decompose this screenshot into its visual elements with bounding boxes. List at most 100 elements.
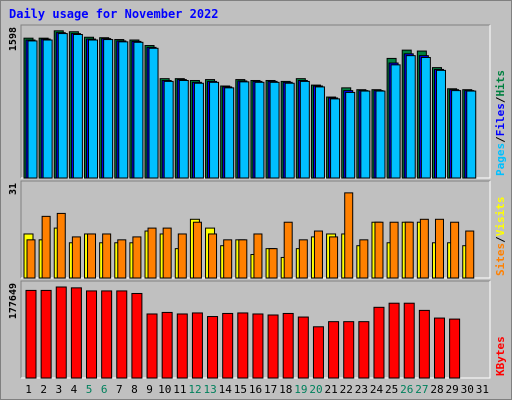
kbytes-bar	[297, 316, 309, 379]
sites-bar	[419, 218, 429, 279]
pages-bar	[405, 55, 416, 179]
pages-bar	[57, 33, 68, 179]
kbytes-bar	[176, 313, 188, 379]
legend-separator-1: /	[494, 236, 507, 243]
kbytes-bar	[373, 306, 385, 379]
x-tick-label: 27	[415, 383, 428, 396]
x-tick-label: 21	[325, 383, 338, 396]
x-tick-label: 15	[234, 383, 247, 396]
pages-bar	[375, 90, 386, 179]
pages-bar	[133, 41, 144, 179]
sites-bar	[102, 233, 112, 279]
kbytes-bar	[267, 314, 279, 379]
pages-bar	[209, 81, 220, 179]
kbytes-bar	[328, 321, 340, 379]
x-tick-label: 13	[203, 383, 216, 396]
sites-bar	[283, 221, 293, 279]
x-tick-label: 12	[188, 383, 201, 396]
pages-bar	[72, 33, 83, 179]
x-tick-label: 28	[430, 383, 443, 396]
pages-bar	[390, 64, 401, 179]
sites-bar	[147, 227, 157, 279]
panel-visitors-max-label: 31	[8, 183, 19, 195]
x-tick-label: 1	[25, 383, 32, 396]
pages-bar	[254, 81, 265, 179]
kbytes-bar	[161, 311, 173, 379]
legend-kbytes-0: KBytes	[494, 336, 507, 376]
x-tick-label: 6	[101, 383, 108, 396]
x-tick-label: 5	[86, 383, 93, 396]
x-tick-label: 9	[146, 383, 153, 396]
legend-hits-4: Hits	[494, 70, 507, 97]
panel-kbytes-legend: KBytes	[494, 336, 507, 376]
pages-bar	[118, 41, 129, 179]
kbytes-bar	[358, 321, 370, 379]
x-tick-label: 7	[116, 383, 123, 396]
panel-visitors-legend: Sites/Visits	[494, 197, 507, 277]
sites-bar	[253, 233, 263, 279]
pages-bar	[88, 39, 99, 179]
panel-requests-max-label: 1598	[8, 27, 19, 51]
sites-bar	[87, 233, 97, 279]
sites-bar	[268, 248, 278, 279]
sites-bar	[223, 239, 233, 279]
kbytes-bar	[116, 290, 128, 379]
x-tick-label: 30	[461, 383, 474, 396]
kbytes-bar	[101, 290, 113, 379]
sites-bar	[404, 221, 414, 279]
panel-kbytes-area-shadow	[20, 280, 490, 378]
x-tick-label: 11	[173, 383, 186, 396]
pages-bar	[314, 86, 325, 179]
pages-bar	[178, 79, 189, 179]
pages-bar	[466, 90, 477, 179]
pages-bar	[299, 80, 310, 179]
pages-bar	[148, 47, 159, 179]
x-tick-label: 16	[249, 383, 262, 396]
x-tick-label: 14	[219, 383, 233, 396]
legend-sites-0: Sites	[494, 243, 507, 276]
chart-title: Daily usage for November 2022	[9, 7, 219, 21]
sites-bar	[208, 233, 218, 279]
kbytes-bar	[70, 287, 82, 379]
kbytes-bar	[388, 302, 400, 379]
sites-bar	[117, 239, 127, 279]
pages-bar	[193, 82, 204, 179]
kbytes-bar	[55, 286, 67, 379]
sites-bar	[313, 230, 323, 279]
sites-bar	[465, 230, 475, 279]
pages-bar	[163, 80, 174, 179]
panel-visitors-area-shadow	[20, 180, 490, 278]
sites-bar	[344, 192, 354, 279]
x-tick-label: 2	[40, 383, 47, 396]
kbytes-bar	[131, 292, 143, 379]
pages-bar	[224, 87, 235, 179]
pages-bar	[284, 82, 295, 179]
pages-bar	[330, 98, 341, 179]
kbytes-bar	[343, 321, 355, 379]
kbytes-bar	[222, 312, 234, 379]
sites-bar	[41, 215, 51, 279]
x-tick-label: 24	[370, 383, 384, 396]
sites-bar	[177, 233, 187, 279]
panel-requests-area-shadow	[20, 24, 490, 178]
x-tick-label: 29	[446, 383, 459, 396]
legend-files-2: Files	[494, 103, 507, 136]
x-tick-label: 8	[131, 383, 138, 396]
kbytes-bar	[146, 313, 158, 379]
x-tick-label: 10	[158, 383, 171, 396]
pages-bar	[269, 81, 280, 179]
kbytes-bar	[433, 317, 445, 379]
pages-bar	[42, 39, 53, 179]
x-tick-label: 19	[294, 383, 307, 396]
x-tick-label: 18	[279, 383, 292, 396]
pages-bar	[420, 56, 431, 179]
kbytes-bar	[86, 290, 98, 379]
kbytes-bar	[40, 289, 52, 379]
x-tick-label: 31	[476, 383, 489, 396]
x-tick-label: 23	[355, 383, 368, 396]
sites-bar	[238, 239, 248, 279]
kbytes-bar	[449, 318, 461, 379]
pages-bar	[103, 39, 114, 179]
kbytes-bar	[312, 326, 324, 379]
